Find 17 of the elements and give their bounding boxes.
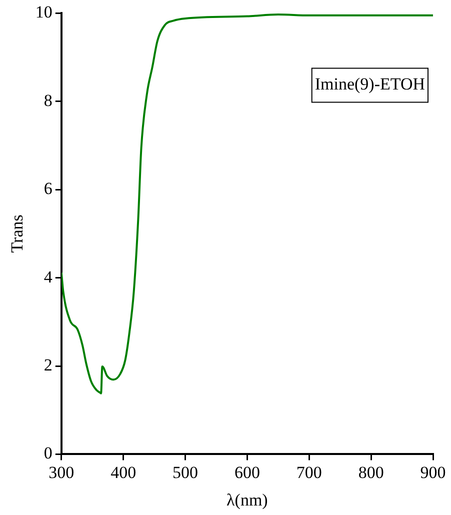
x-tick-label: 900 [420, 462, 446, 482]
x-tick-label: 800 [358, 462, 384, 482]
y-tick-label: 6 [44, 179, 52, 198]
x-tick-label: 500 [172, 462, 198, 482]
y-tick-label: 8 [44, 90, 52, 110]
x-tick-label: 400 [110, 462, 136, 482]
line-series [61, 14, 433, 394]
y-tick-label: 2 [44, 355, 52, 374]
y-tick-label: 10 [35, 2, 52, 22]
x-tick-label: 600 [234, 462, 260, 482]
x-tick-label: 300 [48, 462, 74, 482]
y-axis-title: Trans [8, 214, 27, 253]
x-tick-label: 700 [296, 462, 322, 482]
y-tick-label: 4 [44, 267, 53, 286]
y-tick-label: 0 [44, 444, 52, 463]
x-axis-title: λ(nm) [226, 490, 268, 510]
annotation: Imine(9)-ETOH [314, 74, 426, 94]
